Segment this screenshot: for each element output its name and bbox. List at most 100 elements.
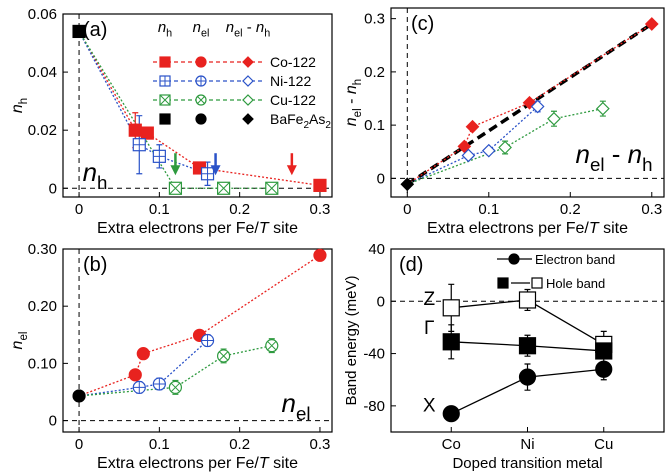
legend-marker-glyph <box>196 76 206 86</box>
series-line-Co-122 <box>78 254 321 397</box>
point-Cu-122-glyph <box>267 341 277 351</box>
y-tick-label: -40 <box>363 346 385 363</box>
point-Cu-122-glyph <box>169 181 182 195</box>
axes-frame <box>62 13 333 198</box>
point-Γ <box>518 337 537 355</box>
y-tick-label: 0.10 <box>28 355 57 372</box>
series-line-Ni-122 <box>78 31 208 175</box>
series-line-Cu-122 <box>79 345 272 397</box>
legend-label: Cu-122 <box>270 92 316 108</box>
label-gamma: Γ <box>424 318 434 339</box>
point-Ni-122-glyph <box>201 334 214 347</box>
legend-label: Ni-122 <box>270 73 311 89</box>
point-Co-122 <box>128 368 142 382</box>
y-tick-label: 0.20 <box>28 298 57 315</box>
legend-marker <box>497 277 509 289</box>
y-tick-label: 0.2 <box>364 64 385 81</box>
x-tick-label: Cu <box>594 436 613 453</box>
y-tick-label: 0.06 <box>28 6 57 23</box>
legend-marker <box>508 253 520 265</box>
legend: nh​ nel​ nel​ - nh​Co-122 Ni-122 Cu-122 BaFe2… <box>153 19 331 131</box>
point-Z <box>442 299 460 317</box>
point-Ni-122-glyph <box>153 150 166 163</box>
legend-marker <box>159 113 171 125</box>
legend-marker <box>159 56 171 68</box>
y-tick-label: 0.02 <box>28 122 57 139</box>
legend-label: Hole band <box>546 276 605 291</box>
y-tick-label: 0.04 <box>28 64 57 81</box>
x-axis-label: Extra electrons per Fe/T site <box>97 220 298 237</box>
point-BaFe2As2 <box>72 389 86 403</box>
legend-label: Co-122 <box>270 54 316 70</box>
point-Ni-122-glyph <box>201 167 214 180</box>
series-line-Co-122 <box>78 31 321 187</box>
y-tick-label: 0 <box>49 180 57 197</box>
point-Co-122 <box>128 123 142 137</box>
y-axis-label: Band energy (meV) <box>343 275 360 405</box>
y-tick-label: 0 <box>49 413 57 430</box>
x-tick-label: 0.1 <box>149 436 170 453</box>
panel-d: 40 0 -40 -80 Co Ni Cu Doped transition metal Ban… <box>343 241 665 472</box>
x-axis-label: Extra electrons per Fe/T site <box>97 455 298 472</box>
arrow-head <box>286 165 297 176</box>
y-tick-label: 0.30 <box>28 241 57 258</box>
y-axis-label: nh​ <box>9 98 30 113</box>
x-tick-label: 0.2 <box>229 436 250 453</box>
point-Cu-122 <box>547 111 561 126</box>
point-Ni-122-glyph <box>153 377 166 390</box>
x-tick-label: 0.2 <box>560 201 581 218</box>
point-Co-122 <box>313 178 327 192</box>
legend: Electron band Hole band <box>497 252 615 291</box>
y-tick-label: 0 <box>377 170 385 187</box>
y-tick-label: 0.3 <box>364 11 385 28</box>
point-Ni-122 <box>530 99 545 114</box>
panel-letter: (c) <box>411 13 434 35</box>
point-BaFe2As2 <box>400 177 415 192</box>
y-axis-label: nel​ <box>9 332 30 350</box>
legend-label: BaFe2As2 <box>270 111 331 131</box>
series-line-Cu-122 <box>407 107 604 185</box>
label-z: Z <box>423 289 435 310</box>
y-tick-label: 40 <box>368 241 385 258</box>
axes-frame <box>390 7 665 198</box>
point-Co-122 <box>457 139 472 154</box>
legend-marker <box>531 277 543 289</box>
legend-marker <box>195 113 207 125</box>
y-tick-label: 0 <box>377 293 385 310</box>
point-Co-122 <box>465 119 480 134</box>
panel-a: 0 0.1 0.2 0.3 0 0.02 0.04 0.06 Extra electrons p… <box>9 6 333 237</box>
panel-letter: (b) <box>83 254 107 276</box>
legend-marker <box>242 94 254 106</box>
point-Cu-122-glyph <box>217 181 230 195</box>
panel-c-corner-label: nel​ - nh​ <box>575 139 652 175</box>
series-line-Ni-122 <box>407 106 539 185</box>
point-Ni-122-glyph <box>133 381 146 394</box>
point-Ni-122 <box>461 148 476 163</box>
legend-marker <box>242 75 254 87</box>
point-X <box>442 405 460 423</box>
point-Co-122 <box>140 126 154 140</box>
y-axis-label: nel​ - nh​ <box>343 79 364 126</box>
x-tick-label: 0.1 <box>478 201 499 218</box>
x-tick-label: 0 <box>75 201 83 218</box>
point-Cu-122-glyph <box>265 181 279 195</box>
x-tick-label: 0 <box>75 436 83 453</box>
series-line-Ni-122 <box>78 340 208 397</box>
x-tick-label: Ni <box>520 436 534 453</box>
point-Ni-122 <box>481 143 496 158</box>
axes-frame <box>62 248 333 433</box>
legend-marker <box>242 56 254 68</box>
point-Co-122 <box>136 347 150 361</box>
arrow-head <box>210 165 221 176</box>
point-Cu-122 <box>498 140 512 155</box>
panel-c: 0 0.1 0.2 0.3 0 0.1 0.2 0.3 Extra electrons per … <box>343 7 665 237</box>
x-axis-label: Doped transition metal <box>452 455 602 472</box>
panel-a-corner-label: nh​ <box>83 157 108 193</box>
x-tick-label: Co <box>442 436 461 453</box>
x-tick-label: 0 <box>403 201 411 218</box>
x-tick-label: 0.2 <box>229 201 250 218</box>
x-tick-label: 0.1 <box>149 201 170 218</box>
arrow-head <box>170 165 181 176</box>
